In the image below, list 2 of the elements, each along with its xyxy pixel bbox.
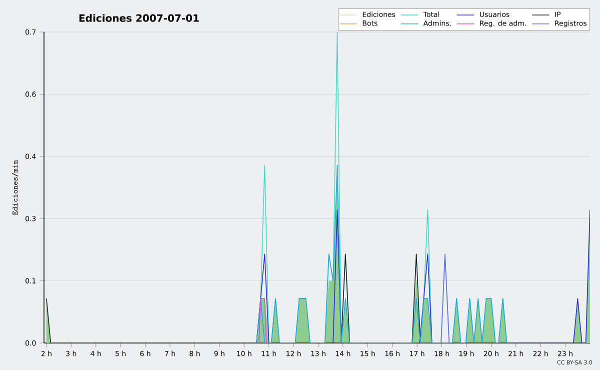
chart-title: Ediciones 2007-07-01 bbox=[79, 14, 199, 22]
y-axis-title: Ediciones/min bbox=[12, 160, 18, 215]
